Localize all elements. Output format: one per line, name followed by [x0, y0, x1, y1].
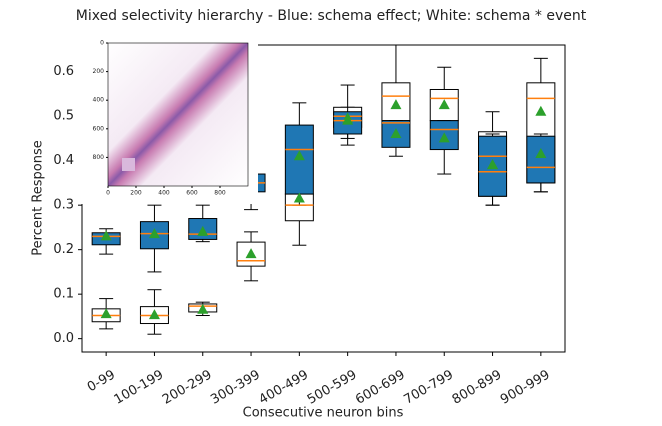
x-tick-label: 0-99	[85, 368, 118, 396]
mean-marker	[100, 308, 112, 319]
mean-marker	[148, 309, 160, 320]
x-tick-label: 800-899	[450, 368, 505, 408]
y-tick-label: 0.3	[53, 198, 74, 213]
mean-marker	[197, 303, 209, 314]
y-tick-label: 0.1	[53, 287, 74, 302]
inset-y-tick-label: 600	[93, 125, 105, 132]
x-tick-label: 600-699	[353, 368, 408, 408]
inset-y-tick-label: 400	[93, 97, 105, 104]
mean-marker	[390, 127, 402, 138]
y-tick-label: 0.0	[53, 331, 74, 346]
inset-x-tick-label: 200	[130, 190, 142, 197]
y-tick-label: 0.2	[53, 242, 74, 257]
x-tick-label: 700-799	[401, 368, 456, 408]
x-tick-label: 900-999	[498, 368, 553, 408]
box	[526, 135, 556, 184]
inset-x-tick-label: 400	[158, 190, 170, 197]
mean-marker	[535, 148, 547, 159]
mean-marker	[245, 248, 257, 259]
mean-marker	[487, 159, 499, 170]
y-tick-label: 0.4	[53, 153, 74, 168]
mean-marker	[438, 132, 450, 143]
y-tick-label: 0.6	[53, 64, 74, 79]
y-tick-label: 0.5	[53, 109, 74, 124]
inset-x-tick-label: 0	[106, 190, 110, 197]
x-axis-label: Consecutive neuron bins	[243, 406, 404, 421]
mean-marker	[293, 150, 305, 161]
mean-marker	[438, 99, 450, 110]
chart-title: Mixed selectivity hierarchy - Blue: sche…	[76, 8, 587, 24]
y-axis-label: Percent Response	[31, 140, 46, 255]
mean-marker	[197, 225, 209, 236]
x-tick-label: 100-199	[112, 368, 167, 408]
inset-y-tick-label: 800	[93, 154, 105, 161]
mean-marker	[390, 99, 402, 110]
mean-marker	[100, 230, 112, 241]
x-tick-label: 200-299	[160, 368, 215, 408]
mean-marker	[342, 114, 354, 125]
inset-x-tick-label: 600	[186, 190, 198, 197]
x-tick-label: 400-499	[257, 368, 312, 408]
inset-x-tick-label: 800	[214, 190, 226, 197]
inset-y-tick-label: 0	[100, 40, 104, 47]
mean-marker	[293, 192, 305, 203]
inset-y-tick-label: 200	[93, 68, 105, 75]
x-tick-label: 300-399	[208, 368, 263, 408]
mean-marker	[535, 105, 547, 116]
inset-patch	[122, 158, 135, 171]
mean-marker	[148, 228, 160, 239]
x-tick-label: 500-599	[305, 368, 360, 408]
